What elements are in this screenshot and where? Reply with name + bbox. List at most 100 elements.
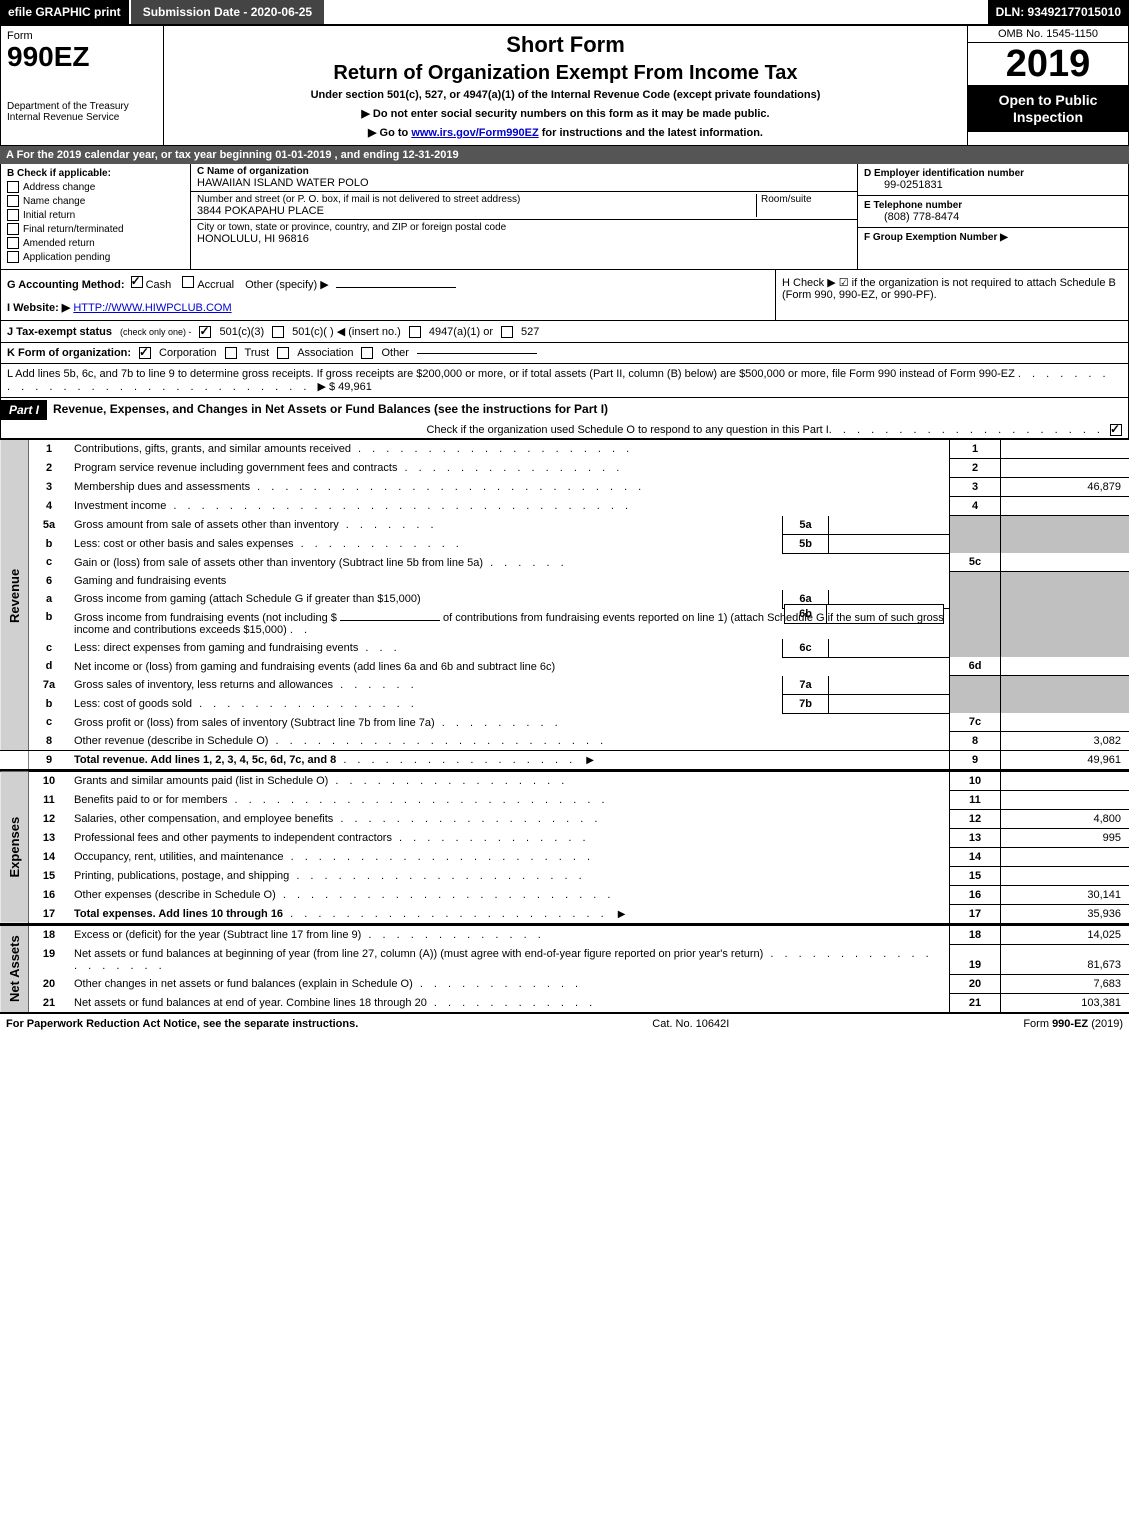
line-6c-desc: Less: direct expenses from gaming and fu… (74, 642, 358, 654)
line-15-value (1001, 867, 1129, 886)
line-4-value (1001, 497, 1129, 516)
checkbox-icon[interactable] (272, 326, 284, 338)
check-initial-return[interactable]: Initial return (7, 209, 184, 221)
header-right: OMB No. 1545-1150 2019 Open to Public In… (967, 26, 1128, 145)
opt-4947: 4947(a)(1) or (429, 326, 493, 338)
accounting-other: Other (specify) ▶ (245, 279, 329, 291)
section-k: K Form of organization: Corporation Trus… (0, 343, 1129, 364)
line-13-value: 995 (1001, 829, 1129, 848)
line-num: 13 (29, 829, 70, 848)
opt-501c3: 501(c)(3) (219, 326, 264, 338)
checkbox-icon[interactable] (131, 276, 143, 288)
shaded-cell (1001, 572, 1129, 590)
opt-527: 527 (521, 326, 539, 338)
line-num: 6 (29, 572, 70, 590)
form-container: efile GRAPHIC print Submission Date - 20… (0, 0, 1129, 1034)
check-label: Amended return (23, 238, 95, 249)
open-to-public: Open to Public Inspection (968, 86, 1128, 132)
check-application-pending[interactable]: Application pending (7, 251, 184, 263)
checkbox-icon (7, 251, 19, 263)
accounting-accrual: Accrual (197, 279, 234, 291)
checkbox-icon[interactable] (139, 347, 151, 359)
net-assets-sidebar: Net Assets (0, 925, 29, 1013)
accounting-other-input[interactable] (336, 287, 456, 288)
line-result-num: 8 (950, 732, 1001, 751)
check-address-change[interactable]: Address change (7, 181, 184, 193)
leader-dots: . . . . . . . . . . . . . . . . . . . . … (166, 500, 632, 512)
checkbox-icon[interactable] (199, 326, 211, 338)
line-17-desc: Total expenses. Add lines 10 through 16 (74, 908, 283, 920)
shaded-cell (950, 608, 1001, 639)
expenses-table: Expenses 10 Grants and similar amounts p… (0, 770, 1129, 924)
line-20-desc: Other changes in net assets or fund bala… (74, 978, 413, 990)
phone-value: (808) 778-8474 (864, 211, 1122, 223)
line-13-desc: Professional fees and other payments to … (74, 832, 392, 844)
schedule-o-checkbox[interactable] (1110, 424, 1122, 436)
checkbox-icon[interactable] (361, 347, 373, 359)
line-num: 21 (29, 994, 70, 1014)
checkbox-icon[interactable] (182, 276, 194, 288)
accounting-cash: Cash (146, 279, 172, 291)
line-6b-input[interactable] (340, 620, 440, 621)
opt-corporation: Corporation (159, 347, 216, 359)
section-b: B Check if applicable: Address change Na… (1, 164, 191, 269)
leader-dots: . . . . . . . . . . . . . . . . . . . . … (284, 851, 594, 863)
line-num: b (29, 608, 70, 639)
short-form-title: Short Form (174, 32, 957, 58)
efile-print-button[interactable]: efile GRAPHIC print (0, 0, 129, 24)
line-result-num: 4 (950, 497, 1001, 516)
checkbox-icon[interactable] (501, 326, 513, 338)
revenue-table: Revenue 1 Contributions, gifts, grants, … (0, 439, 1129, 770)
line-1-desc: Contributions, gifts, grants, and simila… (74, 443, 351, 455)
line-result-num: 21 (950, 994, 1001, 1014)
check-label: Address change (23, 182, 95, 193)
ssn-notice: ▶ Do not enter social security numbers o… (174, 107, 957, 120)
other-org-input[interactable] (417, 353, 537, 354)
line-14-value (1001, 848, 1129, 867)
line-10-desc: Grants and similar amounts paid (list in… (74, 775, 328, 787)
opt-association: Association (297, 347, 353, 359)
line-result-num: 14 (950, 848, 1001, 867)
leader-dots: . . . . . . . . . . . . (427, 997, 596, 1009)
check-final-return[interactable]: Final return/terminated (7, 223, 184, 235)
line-11-value (1001, 791, 1129, 810)
line-num: 11 (29, 791, 70, 810)
check-name-change[interactable]: Name change (7, 195, 184, 207)
street-label: Number and street (or P. O. box, if mail… (197, 194, 756, 205)
website-link[interactable]: HTTP://WWW.HIWPCLUB.COM (73, 302, 231, 314)
line-num: 2 (29, 459, 70, 478)
leader-dots: . . . . . . . . . . . . . . . . . . . . (351, 443, 633, 455)
shaded-cell (950, 590, 1001, 609)
line-10-value (1001, 771, 1129, 791)
line-num: 9 (29, 751, 70, 770)
irs-link[interactable]: www.irs.gov/Form990EZ (411, 127, 538, 139)
notice2-pre: ▶ Go to (368, 127, 411, 139)
inner-box-num: 5a (783, 516, 829, 535)
section-b-label: B Check if applicable: (7, 168, 184, 179)
ein-label: D Employer identification number (864, 168, 1122, 179)
line-5c-value (1001, 553, 1129, 572)
line-7b-desc: Less: cost of goods sold (74, 698, 192, 710)
line-15-desc: Printing, publications, postage, and shi… (74, 870, 289, 882)
line-num: a (29, 590, 70, 609)
line-6d-value (1001, 657, 1129, 676)
ein-value: 99-0251831 (864, 179, 1122, 191)
line-6-desc: Gaming and fundraising events (74, 575, 226, 587)
line-5b-desc: Less: cost or other basis and sales expe… (74, 538, 294, 550)
shaded-cell (1001, 608, 1129, 639)
leader-dots: . . . . . . (333, 679, 418, 691)
section-l: L Add lines 5b, 6c, and 7b to line 9 to … (0, 364, 1129, 398)
check-amended-return[interactable]: Amended return (7, 237, 184, 249)
gross-receipts-value: ▶ $ 49,961 (317, 381, 371, 393)
leader-dots: . . . . . . . (339, 519, 438, 531)
checkbox-icon[interactable] (409, 326, 421, 338)
checkbox-icon[interactable] (277, 347, 289, 359)
checkbox-icon[interactable] (225, 347, 237, 359)
line-6a-desc: Gross income from gaming (attach Schedul… (74, 593, 421, 605)
line-result-num: 3 (950, 478, 1001, 497)
group-exemption-label: F Group Exemption Number ▶ (864, 232, 1008, 243)
street-row: Number and street (or P. O. box, if mail… (191, 192, 857, 220)
shaded-cell (1001, 534, 1129, 553)
footer-left: For Paperwork Reduction Act Notice, see … (6, 1018, 358, 1030)
page-footer: For Paperwork Reduction Act Notice, see … (0, 1014, 1129, 1034)
